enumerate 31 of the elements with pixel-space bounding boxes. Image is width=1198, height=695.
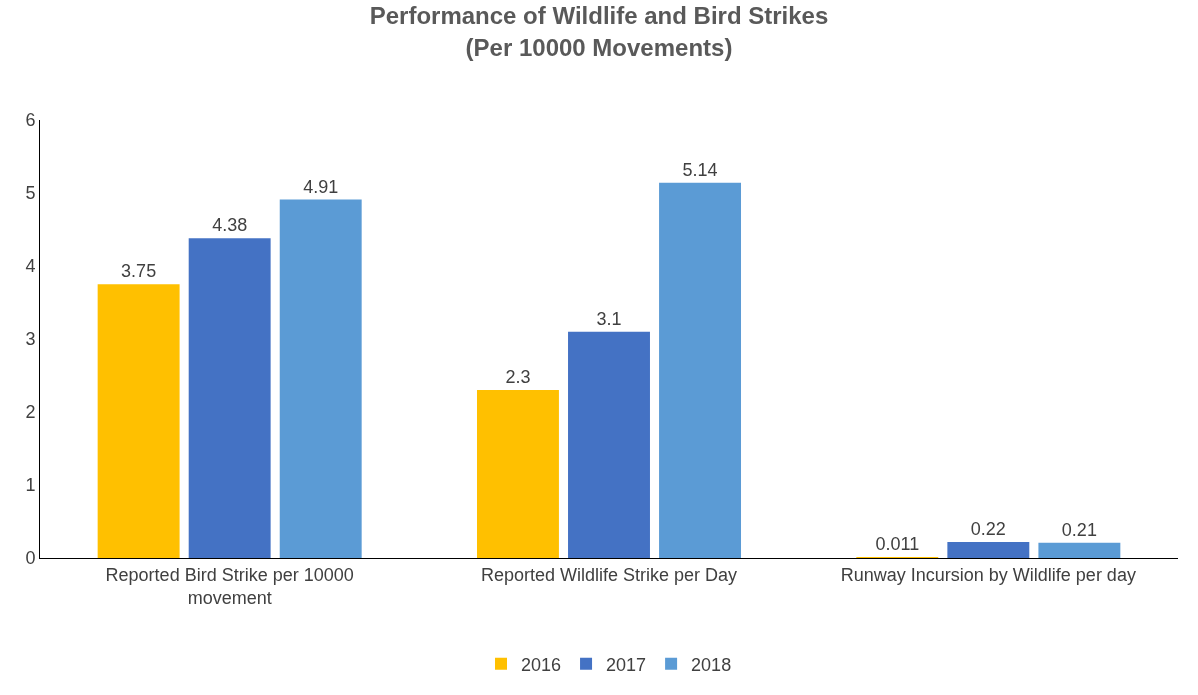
x-tick-label: Runway Incursion by Wildlife per day [840,564,1136,585]
x-tick-label: Reported Wildlife Strike per Day [480,564,738,585]
legend-label: 2016 [521,654,562,675]
y-tick-label: 3 [25,329,36,350]
data-label: 5.14 [682,159,718,180]
data-label: 3.1 [596,308,622,329]
data-label: 0.22 [970,518,1006,539]
y-tick-label: 1 [25,475,36,496]
bar [188,238,271,558]
data-label: 2.3 [505,367,531,388]
bar [947,541,1030,558]
data-label: 0.21 [1061,519,1097,540]
legend-label: 2018 [691,654,732,675]
bar [1038,542,1121,558]
y-tick-label: 0 [25,548,36,569]
data-label: 4.91 [303,176,339,197]
x-tick-label: Reported Bird Strike per 10000 movement [105,564,354,608]
data-label: 0.011 [875,534,920,554]
legend-label: 2017 [606,654,647,675]
bar [97,284,180,558]
bar [568,331,650,558]
data-label: 3.75 [121,261,157,282]
bar [279,199,362,558]
y-tick-label: 5 [25,183,36,204]
bar [659,182,742,558]
bar [476,390,559,558]
data-label: 4.38 [212,215,248,236]
chart-title: Performance of Wildlife and Bird Strikes (Per 10000 Movements) [369,2,829,61]
y-tick-label: 6 [25,110,36,131]
y-tick-label: 4 [25,256,36,277]
y-tick-label: 2 [25,402,36,423]
